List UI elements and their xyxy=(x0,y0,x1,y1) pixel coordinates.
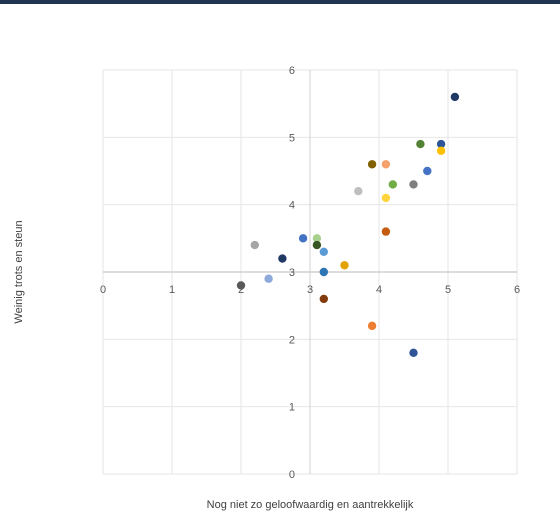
x-tick-label-4: 4 xyxy=(376,284,382,296)
data-point-6 xyxy=(367,160,377,169)
top-bar xyxy=(0,0,560,4)
y-tick-label-3: 3 xyxy=(289,267,295,279)
data-point-24 xyxy=(367,321,377,331)
x-tick-label-5: 5 xyxy=(445,284,451,296)
data-point-4 xyxy=(436,146,446,155)
data-point-18 xyxy=(278,254,287,263)
x-tick-label-0: 0 xyxy=(100,284,106,296)
data-point-20 xyxy=(319,267,328,277)
y-tick-label-4: 4 xyxy=(289,200,295,212)
y-tick-label-0: 0 xyxy=(289,469,295,481)
tick-labels: 0 1 2 3 4 5 6 0 1 2 3 4 5 6 xyxy=(100,65,520,481)
x-tick-label-2: 2 xyxy=(238,284,244,296)
data-point-22 xyxy=(236,281,246,290)
x-axis-title: Nog niet zo geloofwaardig en aantrekkeli… xyxy=(207,499,414,511)
data-point-2 xyxy=(416,139,425,149)
data-point-23 xyxy=(319,294,328,304)
data-point-10 xyxy=(354,187,363,196)
y-tick-label-5: 5 xyxy=(289,132,295,144)
data-point-17 xyxy=(319,247,328,256)
data-point-7 xyxy=(381,160,391,169)
y-tick-label-2: 2 xyxy=(289,334,295,346)
data-point-13 xyxy=(298,234,308,243)
y-axis-title: Weinig trots en steun xyxy=(13,220,25,323)
y-tick-label-1: 1 xyxy=(289,402,295,414)
data-point-14 xyxy=(312,234,322,243)
data-point-5 xyxy=(423,166,432,176)
data-point-8 xyxy=(409,180,418,189)
data-point-15 xyxy=(250,240,259,250)
data-point-21 xyxy=(264,274,273,283)
data-points xyxy=(236,92,460,357)
data-point-19 xyxy=(340,261,349,270)
data-point-12 xyxy=(381,227,391,236)
data-point-9 xyxy=(388,180,397,189)
y-tick-label-6: 6 xyxy=(289,65,295,77)
data-point-25 xyxy=(409,348,418,357)
x-tick-label-6: 6 xyxy=(514,284,520,296)
axes xyxy=(103,70,517,474)
data-point-1 xyxy=(450,92,460,102)
x-tick-label-3: 3 xyxy=(307,284,313,296)
data-point-3 xyxy=(436,139,446,149)
x-tick-label-1: 1 xyxy=(169,284,175,296)
data-point-11 xyxy=(381,193,391,203)
data-point-16 xyxy=(312,240,322,250)
